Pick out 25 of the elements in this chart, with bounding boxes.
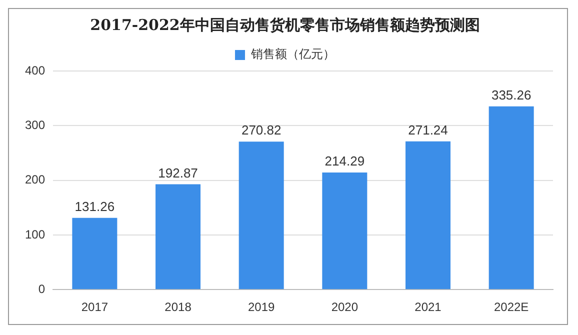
bar [238,142,284,290]
data-label: 192.87 [158,165,198,180]
y-tick-label: 200 [24,172,46,187]
x-tick-label: 2017 [81,300,108,314]
data-label: 131.26 [74,198,115,214]
bar [72,218,118,290]
legend-label: 销售额（亿元） [250,47,335,62]
data-label: 270.82 [241,122,282,138]
x-tick-label: 2018 [164,300,192,314]
y-tick-label: 400 [24,63,46,78]
data-label: 214.29 [324,154,365,169]
x-tick-label: 2022E [494,300,529,314]
y-tick-label: 300 [24,118,46,132]
x-tick-label: 2019 [248,300,276,314]
y-tick-label: 100 [24,227,46,242]
bar [156,184,201,290]
data-label: 271.24 [408,122,448,138]
chart-title: 2017-2022年中国自动售货机零售市场销售额趋势预测图 [90,16,480,34]
y-tick-label: 0 [38,282,46,296]
x-tick-label: 2020 [331,300,358,314]
bar [322,172,368,290]
data-label: 335.26 [491,87,532,102]
x-tick-label: 2021 [414,300,442,314]
bar [406,141,451,290]
bar [488,106,534,290]
